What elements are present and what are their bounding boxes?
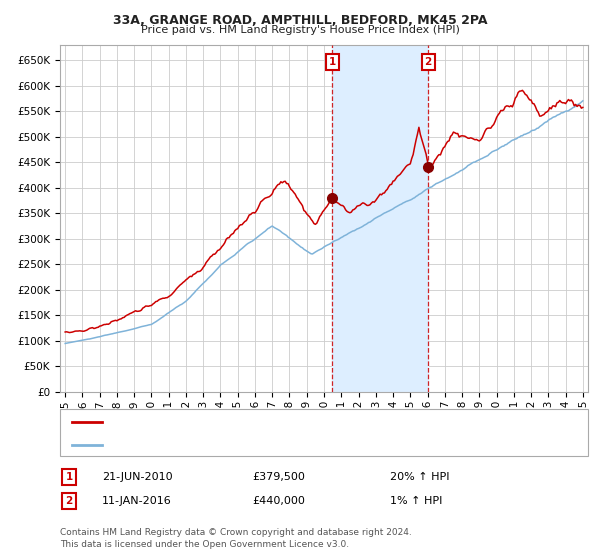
Text: This data is licensed under the Open Government Licence v3.0.: This data is licensed under the Open Gov… (60, 540, 349, 549)
Text: 1: 1 (328, 57, 336, 67)
Text: 33A, GRANGE ROAD, AMPTHILL, BEDFORD, MK45 2PA (detached house): 33A, GRANGE ROAD, AMPTHILL, BEDFORD, MK4… (108, 417, 481, 427)
Text: 1% ↑ HPI: 1% ↑ HPI (390, 496, 442, 506)
Text: Price paid vs. HM Land Registry's House Price Index (HPI): Price paid vs. HM Land Registry's House … (140, 25, 460, 35)
Text: £379,500: £379,500 (252, 472, 305, 482)
Bar (332, 45, 428, 392)
Text: 21-JUN-2010: 21-JUN-2010 (102, 472, 173, 482)
Text: 33A, GRANGE ROAD, AMPTHILL, BEDFORD, MK45 2PA: 33A, GRANGE ROAD, AMPTHILL, BEDFORD, MK4… (113, 14, 487, 27)
Text: 20% ↑ HPI: 20% ↑ HPI (390, 472, 449, 482)
Text: 11-JAN-2016: 11-JAN-2016 (102, 496, 172, 506)
Text: 2: 2 (424, 57, 431, 67)
Text: 1: 1 (65, 472, 73, 482)
Text: 2: 2 (65, 496, 73, 506)
Text: HPI: Average price, detached house, Central Bedfordshire: HPI: Average price, detached house, Cent… (108, 440, 409, 450)
Text: £440,000: £440,000 (252, 496, 305, 506)
Text: Contains HM Land Registry data © Crown copyright and database right 2024.: Contains HM Land Registry data © Crown c… (60, 528, 412, 536)
